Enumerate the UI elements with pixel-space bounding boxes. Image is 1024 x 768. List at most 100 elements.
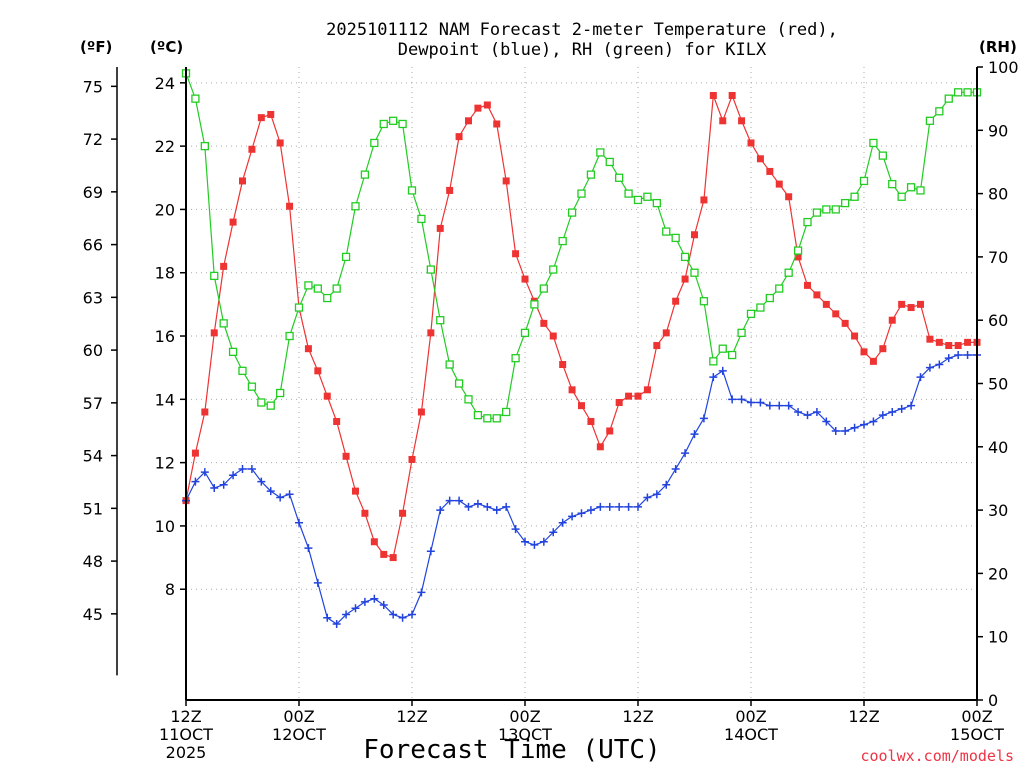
rh-point xyxy=(624,189,633,198)
temperature-point xyxy=(709,91,717,99)
temperature-point xyxy=(775,180,783,188)
x-tick-label: 12Z xyxy=(848,707,879,726)
dewpoint-point xyxy=(728,395,737,404)
rh-point xyxy=(633,195,643,205)
dewpoint-point xyxy=(238,464,247,473)
rh-point xyxy=(756,303,765,312)
rh-point xyxy=(878,151,887,160)
temperature-point xyxy=(804,281,811,289)
fahrenheit-tick-label: 57 xyxy=(83,394,103,413)
dewpoint-point xyxy=(869,417,878,426)
dewpoint-point xyxy=(370,594,379,603)
fahrenheit-tick-label: 48 xyxy=(83,552,103,571)
rh-point xyxy=(652,198,661,208)
dewpoint-point xyxy=(794,407,803,416)
temperature-point xyxy=(512,250,520,258)
dewpoint-point xyxy=(332,620,341,629)
dewpoint-point xyxy=(756,398,765,407)
fahrenheit-tick-label: 69 xyxy=(83,183,103,202)
temperature-point xyxy=(653,342,661,350)
dewpoint-point xyxy=(737,395,746,404)
rh-point xyxy=(502,407,511,417)
celsius-tick-label: 8 xyxy=(165,580,175,599)
dewpoint-point xyxy=(784,401,793,410)
temperature-point xyxy=(389,554,397,562)
rh-point xyxy=(360,170,370,179)
dewpoint-point xyxy=(954,351,963,360)
dewpoint-series xyxy=(182,351,981,629)
temperature-point xyxy=(822,300,830,308)
celsius-tick-label: 20 xyxy=(155,200,175,219)
x-tick-label: 12Z xyxy=(396,707,427,726)
rh-point xyxy=(379,119,388,129)
temperature-point xyxy=(333,417,341,425)
temperature-point xyxy=(691,231,698,239)
rh-point xyxy=(822,205,831,214)
dewpoint-point xyxy=(878,411,887,420)
rh-point xyxy=(605,157,614,167)
x-tick-label: 13OCT xyxy=(498,725,552,744)
dewpoint-point xyxy=(219,480,228,489)
x-tick-label: 00Z xyxy=(961,707,992,726)
temperature-point xyxy=(210,329,218,337)
rh-tick-label: 80 xyxy=(988,185,1008,204)
rh-tick-label: 90 xyxy=(988,121,1008,140)
dewpoint-point xyxy=(323,613,332,622)
rh-point xyxy=(285,331,294,341)
rh-point xyxy=(426,265,435,274)
x-tick-label: 12OCT xyxy=(272,725,326,744)
rh-point xyxy=(483,414,492,423)
dewpoint-point xyxy=(822,417,831,426)
temperature-point xyxy=(643,386,651,394)
dewpoint-point xyxy=(615,502,624,511)
rh-point xyxy=(558,236,567,246)
dewpoint-point xyxy=(596,502,605,511)
rh-point xyxy=(454,379,464,388)
dewpoint-point xyxy=(342,610,351,619)
series-layer xyxy=(181,69,982,629)
rh-tick-label: 10 xyxy=(988,628,1008,647)
temperature-point xyxy=(314,367,322,375)
temperature-point xyxy=(502,177,510,185)
fahrenheit-tick-label: 60 xyxy=(83,341,103,360)
rh-tick-label: 60 xyxy=(988,311,1008,330)
rh-point xyxy=(690,268,699,277)
dewpoint-point xyxy=(747,398,755,407)
temperature-point xyxy=(681,275,689,283)
dewpoint-point xyxy=(530,540,539,549)
dewpoint-point xyxy=(624,502,633,511)
rh-point xyxy=(775,284,784,293)
temperature-point xyxy=(568,386,576,394)
rh-point xyxy=(323,293,332,303)
temperature-point xyxy=(286,202,294,210)
dewpoint-point xyxy=(643,493,652,502)
chart-title-line-1: 2025101112 NAM Forecast 2-meter Temperat… xyxy=(326,20,838,40)
rh-point xyxy=(389,116,398,125)
rh-point xyxy=(954,88,963,97)
dewpoint-point xyxy=(690,430,699,439)
x-tick-label: 00Z xyxy=(509,707,540,726)
x-tick-label: 00Z xyxy=(283,707,314,726)
rh-point xyxy=(238,366,247,375)
temperature-point xyxy=(728,91,736,99)
temperature-point xyxy=(879,345,887,353)
dewpoint-point xyxy=(709,373,718,382)
rh-point xyxy=(680,252,690,262)
rh-line xyxy=(185,73,977,419)
rh-point xyxy=(596,148,605,157)
rh-tick-label: 30 xyxy=(988,501,1008,520)
dewpoint-point xyxy=(351,604,360,613)
dewpoint-point xyxy=(586,506,595,515)
temperature-point xyxy=(239,177,246,185)
temperature-point xyxy=(578,402,585,410)
temperature-point xyxy=(446,186,454,194)
rh-point xyxy=(407,186,417,195)
dewpoint-point xyxy=(210,483,219,492)
rh-tick-label: 50 xyxy=(988,375,1008,394)
rh-point xyxy=(737,328,746,338)
fahrenheit-unit-label: (ºF) xyxy=(80,38,112,56)
temperature-point xyxy=(465,117,472,125)
rh-series xyxy=(181,69,982,423)
rh-point xyxy=(200,141,209,151)
